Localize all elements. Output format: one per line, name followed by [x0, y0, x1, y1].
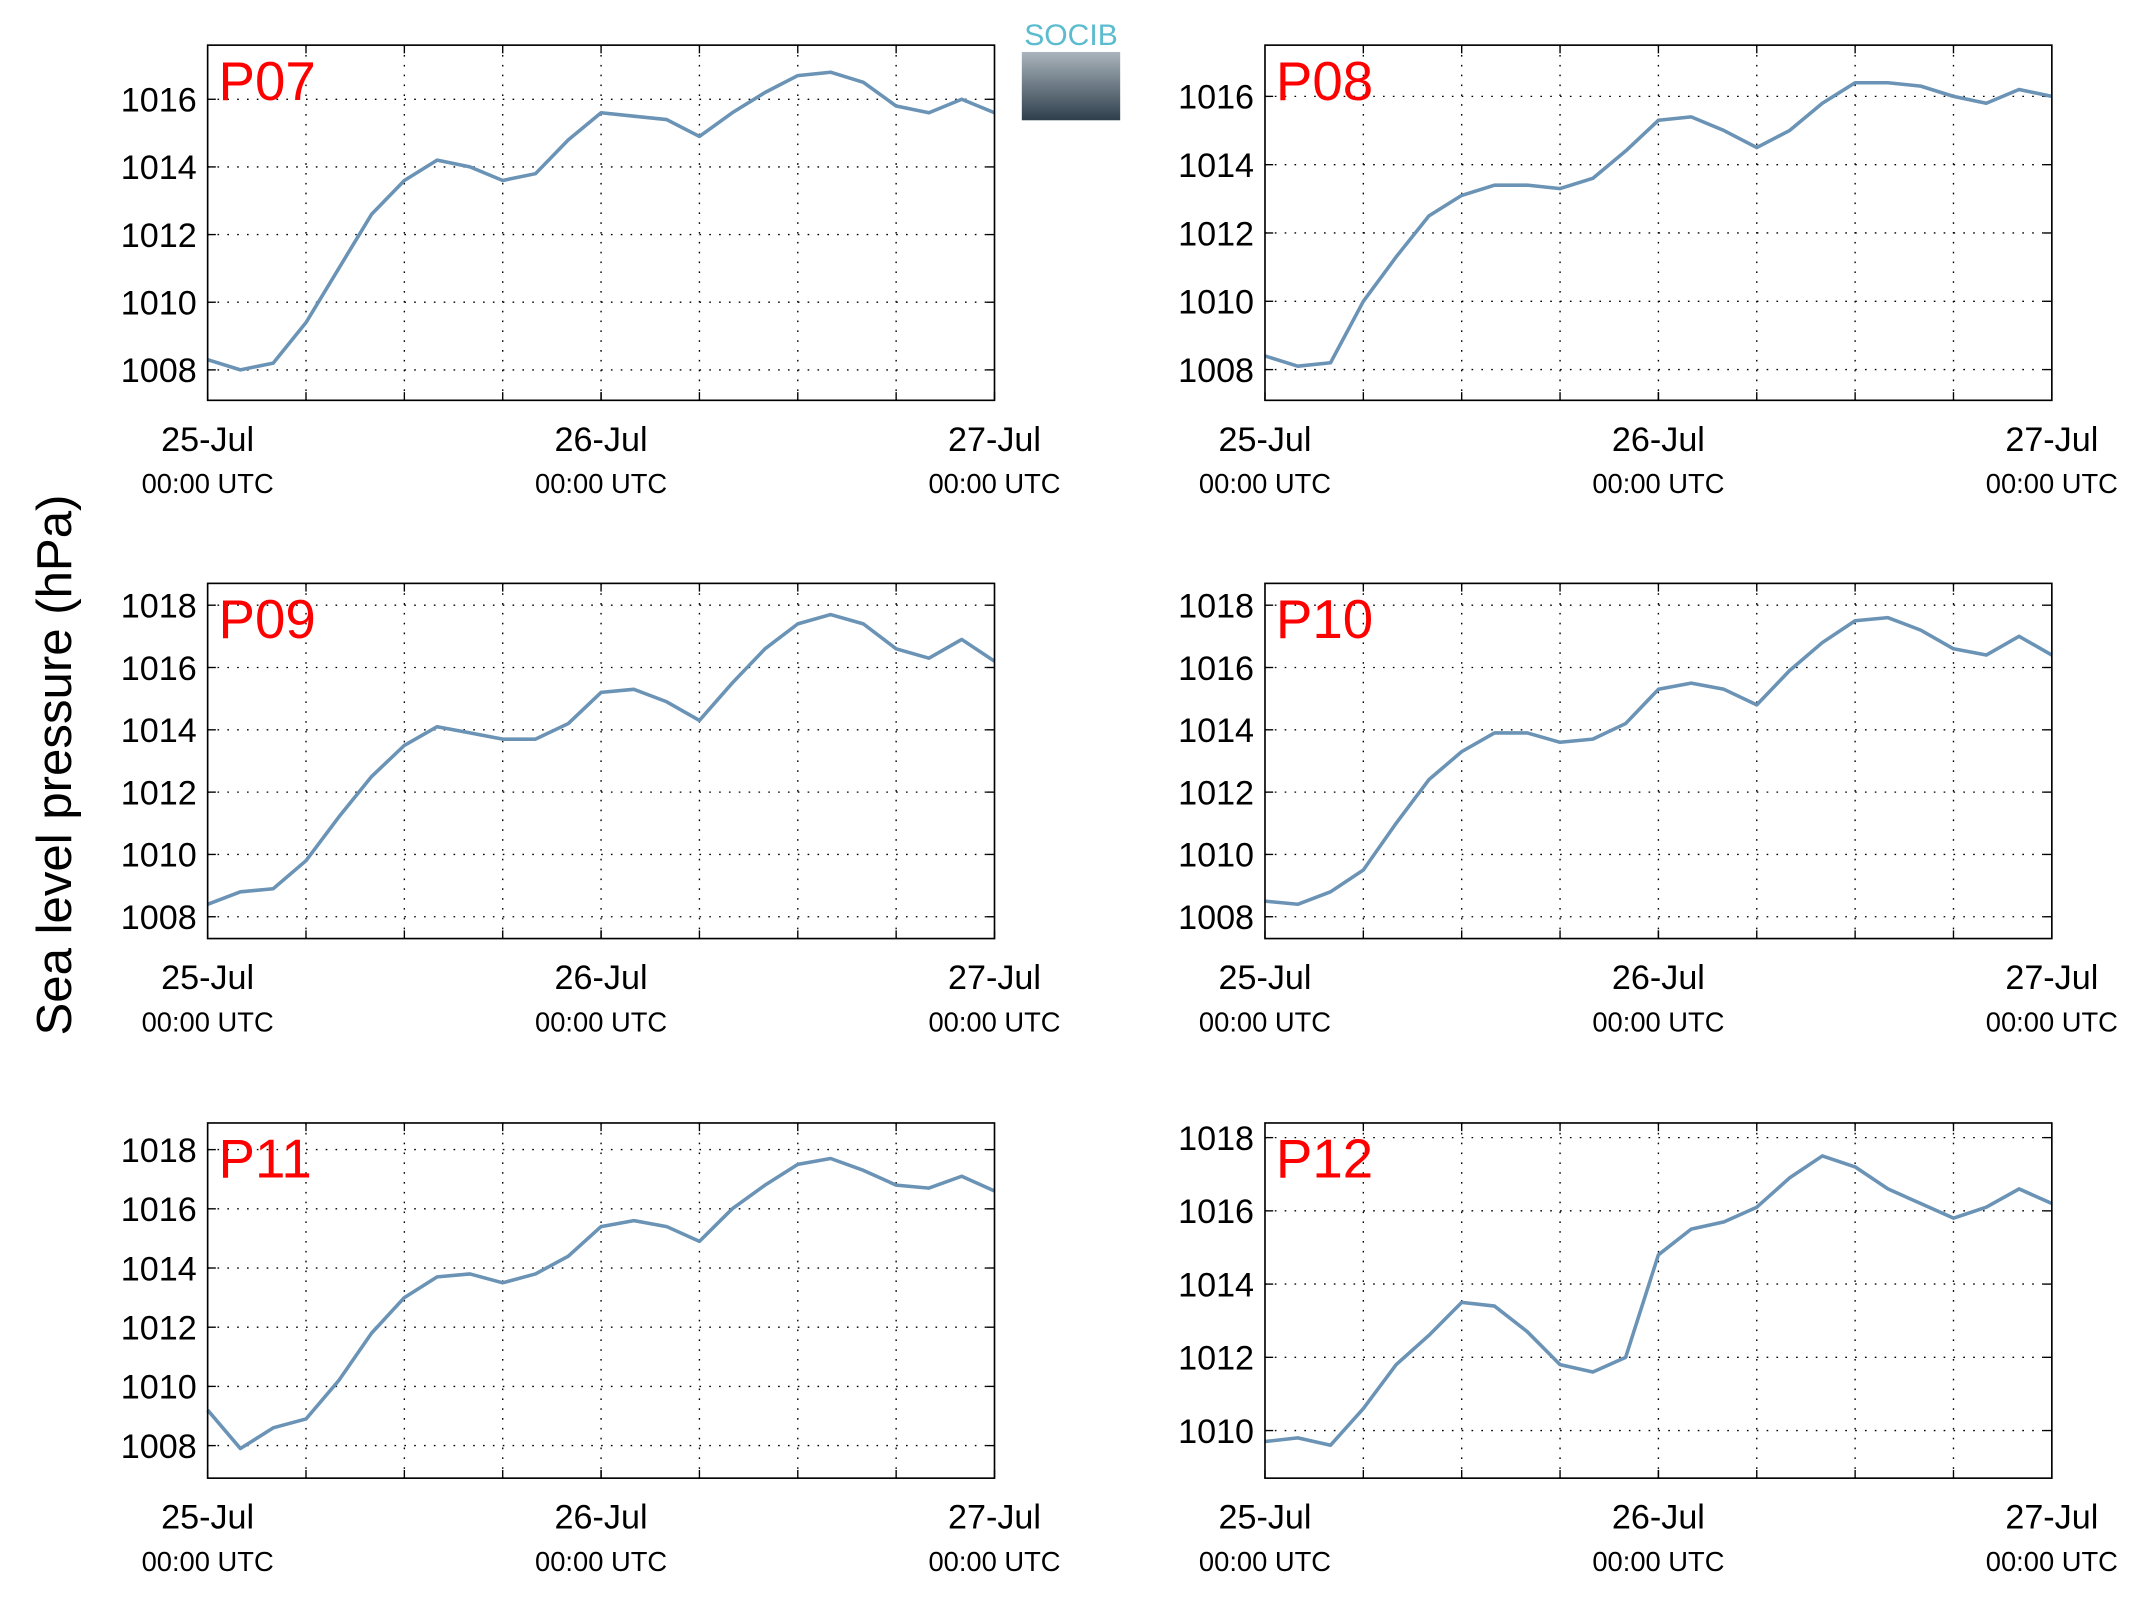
panel-title: P12 [1276, 1129, 1373, 1190]
x-tick-label: 00:00 UTC [142, 1006, 274, 1037]
y-tick-label: 1008 [121, 1428, 197, 1466]
subplot: 1008 1010 1012 1014 1016 1018 25-Jul 00:00 UTC 2… [121, 582, 1061, 1037]
y-tick-label: 1010 [1178, 284, 1254, 322]
plot-frame [1264, 1122, 2053, 1479]
panel-title: P07 [219, 51, 316, 112]
x-tick-label: 25-Jul [161, 421, 254, 459]
y-tick-label: 1014 [1178, 1266, 1254, 1304]
pressure-line [206, 1156, 996, 1451]
x-tick-label: 26-Jul [1612, 421, 1705, 459]
y-tick-label: 1008 [1178, 352, 1254, 390]
pressure-line [1264, 615, 2053, 907]
x-tick-label: 00:00 UTC [535, 1546, 667, 1577]
x-tick-label: 00:00 UTC [142, 1546, 274, 1577]
x-tick-label: 00:00 UTC [928, 468, 1060, 499]
y-tick-label: 1010 [121, 285, 197, 323]
y-tick-label: 1016 [1178, 1193, 1254, 1231]
y-tick-label: 1018 [1178, 1120, 1254, 1158]
y-tick-label: 1018 [1178, 587, 1254, 625]
y-tick-label: 1012 [121, 774, 197, 812]
plot-frame [206, 1122, 996, 1479]
x-tick-label: 00:00 UTC [1986, 1006, 2118, 1037]
subplot: 1008 1010 1012 1014 1016 25-Jul 00:00 UTC 26-Ju… [121, 44, 1061, 499]
x-tick-label: 00:00 UTC [1592, 468, 1724, 499]
pressure-line [207, 70, 996, 372]
x-tick-label: 26-Jul [555, 959, 648, 997]
x-tick-label: 00:00 UTC [1592, 1006, 1724, 1037]
x-tick-label: 00:00 UTC [1986, 468, 2118, 499]
x-tick-label: 25-Jul [161, 1499, 254, 1537]
y-tick-label: 1018 [121, 1132, 197, 1170]
y-tick-label: 1010 [1178, 837, 1254, 875]
panel-title: P11 [219, 1129, 312, 1190]
panel-title: P10 [1276, 589, 1373, 650]
x-tick-label: 00:00 UTC [1592, 1546, 1724, 1577]
logo: SOCIB [1021, 19, 1121, 121]
x-tick-label: 27-Jul [948, 1499, 1041, 1537]
y-tick-label: 1010 [1178, 1413, 1254, 1451]
x-tick-label: 27-Jul [2005, 1499, 2098, 1537]
x-tick-label: 27-Jul [2005, 959, 2098, 997]
y-tick-label: 1016 [1178, 79, 1254, 117]
x-tick-label: 00:00 UTC [1986, 1546, 2118, 1577]
plot-frame [1264, 582, 2053, 940]
x-tick-label: 00:00 UTC [928, 1546, 1060, 1577]
x-tick-label: 26-Jul [555, 421, 648, 459]
y-tick-label: 1014 [121, 712, 197, 750]
plot-frame [206, 44, 996, 402]
x-tick-label: 25-Jul [1218, 421, 1311, 459]
logo-box [1021, 51, 1121, 121]
x-tick-label: 27-Jul [2005, 421, 2098, 459]
y-tick-label: 1016 [121, 1191, 197, 1229]
x-tick-label: 26-Jul [555, 1499, 648, 1537]
y-tick-label: 1010 [121, 837, 197, 875]
x-tick-label: 00:00 UTC [928, 1006, 1060, 1037]
pressure-line [207, 612, 996, 906]
y-tick-label: 1016 [121, 82, 197, 120]
y-tick-label: 1008 [1178, 899, 1254, 937]
y-tick-label: 1016 [1178, 650, 1254, 688]
y-axis-label: Sea level pressure (hPa) [27, 495, 82, 1036]
y-tick-label: 1012 [1178, 774, 1254, 812]
x-tick-label: 25-Jul [1218, 959, 1311, 997]
x-tick-label: 26-Jul [1612, 1499, 1705, 1537]
y-tick-label: 1014 [121, 149, 197, 187]
x-tick-label: 00:00 UTC [535, 1006, 667, 1037]
plot-frame [206, 582, 996, 940]
x-tick-label: 27-Jul [948, 959, 1041, 997]
subplot: 1008 1010 1012 1014 1016 1018 25-Jul 00:00 UTC 2… [1178, 582, 2118, 1037]
panel-title: P08 [1276, 51, 1373, 112]
x-tick-label: 00:00 UTC [535, 468, 667, 499]
x-tick-label: 27-Jul [948, 421, 1041, 459]
x-tick-label: 00:00 UTC [1199, 1006, 1331, 1037]
panel-title: P09 [219, 589, 316, 650]
subplot: 1010 1012 1014 1016 1018 25-Jul 00:00 UTC 26-Ju… [1178, 1120, 2118, 1577]
logo-text: SOCIB [1024, 19, 1118, 52]
subplot: 1008 1010 1012 1014 1016 1018 25-Jul 00:00 UTC 2… [121, 1122, 1061, 1577]
x-tick-label: 00:00 UTC [142, 468, 274, 499]
x-tick-label: 25-Jul [161, 959, 254, 997]
x-tick-label: 00:00 UTC [1199, 1546, 1331, 1577]
x-tick-label: 00:00 UTC [1199, 468, 1331, 499]
y-tick-label: 1016 [121, 650, 197, 688]
y-tick-label: 1014 [121, 1250, 197, 1288]
y-tick-label: 1008 [121, 352, 197, 390]
y-tick-label: 1012 [1178, 215, 1254, 253]
y-tick-label: 1012 [121, 1310, 197, 1348]
y-tick-label: 1012 [121, 217, 197, 255]
x-tick-label: 25-Jul [1218, 1499, 1311, 1537]
y-tick-label: 1010 [121, 1369, 197, 1407]
y-tick-label: 1008 [121, 899, 197, 937]
y-tick-label: 1018 [121, 587, 197, 625]
y-tick-label: 1012 [1178, 1340, 1254, 1378]
y-tick-label: 1014 [1178, 712, 1254, 750]
subplot: 1008 1010 1012 1014 1016 25-Jul 00:00 UTC 26-Ju… [1178, 44, 2118, 499]
plot-frame [1264, 44, 2053, 402]
y-tick-label: 1014 [1178, 147, 1254, 185]
x-tick-label: 26-Jul [1612, 959, 1705, 997]
pressure-line [1264, 1154, 2053, 1447]
pressure-line [1264, 80, 2053, 368]
